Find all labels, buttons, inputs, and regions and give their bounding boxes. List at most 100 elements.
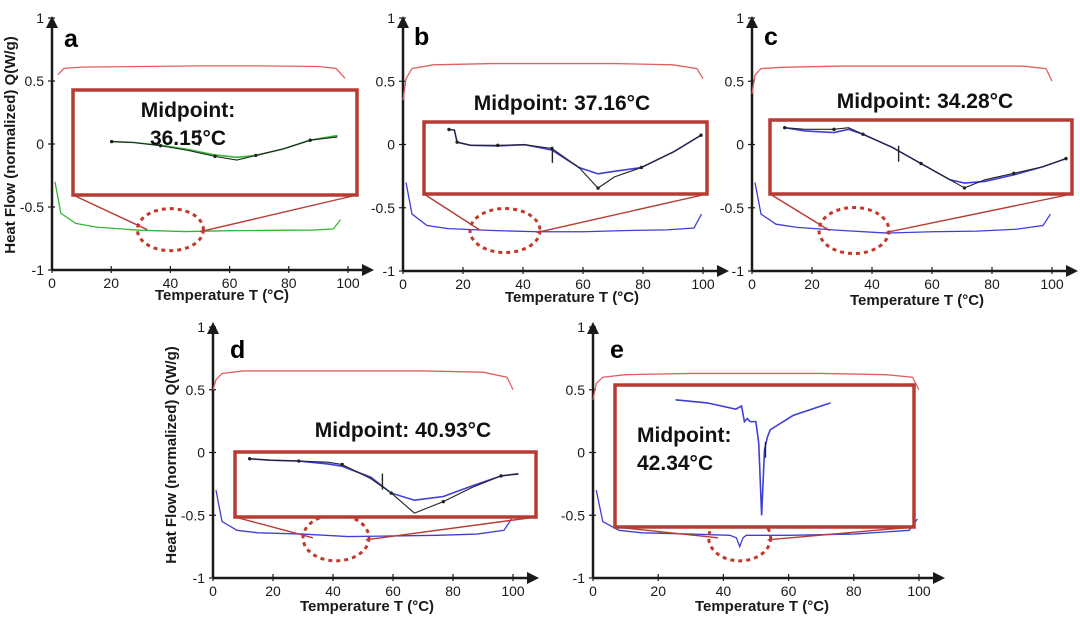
y-axis-arrow — [746, 16, 758, 28]
x-axis-label: Temperature T (°C) — [300, 598, 434, 615]
cooling-trace-line — [592, 372, 920, 400]
x-tick-label: 0 — [209, 583, 217, 599]
x-tick-label: 20 — [650, 583, 666, 599]
inset-fit-marker — [499, 474, 503, 478]
inset-fit-marker — [441, 499, 445, 504]
inset-fit-marker — [919, 161, 923, 166]
inset-fit-marker — [247, 457, 252, 461]
x-tick-label: 80 — [281, 275, 297, 291]
midpoint-label: Midpoint: — [637, 424, 731, 447]
zoom-connector-left — [72, 194, 148, 231]
y-axis-label-top: Heat Flow (normalized) Q(W/g) — [2, 36, 19, 254]
x-tick-label: 20 — [103, 275, 119, 291]
y-tick-label: -1 — [193, 570, 206, 586]
transition-circle — [707, 513, 773, 563]
panel-a: 0 20 40 60 80 100 -1 -0.5 0 0.5 1 a Temperature T (°… — [20, 10, 374, 304]
transition-circle — [817, 206, 891, 256]
inset-fit-marker — [832, 127, 836, 132]
y-axis-arrow — [397, 16, 409, 28]
panel-label: c — [764, 23, 778, 51]
inset-fit-marker — [254, 153, 258, 158]
y-tick-label: 0 — [577, 445, 585, 461]
panel-label: b — [414, 23, 429, 51]
y-tick-label: -1 — [573, 570, 586, 586]
x-tick-label: 40 — [864, 276, 880, 292]
x-tick-label: 40 — [716, 583, 732, 599]
panel-label: e — [610, 336, 624, 364]
midpoint-value: 42.34°C — [637, 452, 713, 475]
y-tick-label: -0.5 — [181, 507, 205, 523]
inset-fit-marker — [783, 125, 787, 130]
zoom-connector-right — [536, 193, 708, 234]
x-tick-label: 80 — [445, 583, 461, 599]
y-axis-arrow — [46, 16, 58, 28]
y-tick-label: 1 — [387, 10, 395, 26]
x-tick-label: 40 — [325, 583, 341, 599]
y-tick-label: 1 — [577, 319, 585, 335]
zoom-connector-right — [365, 516, 537, 541]
y-tick-label: 0 — [197, 445, 205, 461]
cooling-trace-line — [57, 65, 346, 79]
panel-c: 0 20 40 60 80 100 -1 -0.5 0 0.5 1 c Temperature T (°… — [720, 10, 1078, 309]
y-tick-label: -1 — [732, 263, 745, 279]
y-tick-label: 0 — [736, 137, 744, 153]
cooling-trace-line — [751, 65, 1053, 95]
midpoint-value: 36.15°C — [150, 127, 226, 150]
panel-label: a — [64, 25, 79, 53]
x-tick-label: 0 — [589, 583, 597, 599]
zoom-connector-right — [199, 194, 358, 233]
x-tick-label: 0 — [748, 276, 756, 292]
zoom-connector-left — [614, 526, 719, 539]
inset-fit-line — [249, 458, 519, 514]
x-axis-arrow — [527, 572, 539, 584]
midpoint-label: Midpoint: — [141, 99, 235, 122]
heating-trace-line — [54, 181, 342, 233]
x-tick-label: 20 — [455, 276, 471, 292]
x-axis-arrow — [1066, 265, 1078, 277]
inset-fit-marker — [213, 154, 217, 159]
x-tick-label: 60 — [924, 276, 940, 292]
heating-trace-line — [754, 182, 1052, 234]
x-tick-label: 80 — [846, 583, 862, 599]
x-axis-arrow — [717, 265, 729, 277]
y-axis-arrow — [587, 322, 599, 334]
x-tick-label: 100 — [907, 583, 931, 599]
zoom-inset-box — [233, 450, 538, 519]
x-tick-label: 100 — [691, 276, 715, 292]
y-tick-label: 0.5 — [376, 73, 396, 89]
inset-fit-marker — [596, 186, 600, 190]
y-tick-label: 1 — [197, 319, 205, 335]
x-tick-label: 40 — [515, 276, 531, 292]
midpoint-label: Midpoint: 40.93°C — [315, 419, 491, 442]
y-tick-label: 0.5 — [566, 382, 586, 398]
inset-fit-marker — [340, 462, 344, 467]
zoom-connector-right — [767, 526, 915, 541]
y-tick-label: -0.5 — [20, 199, 44, 215]
x-axis-label: Temperature T (°C) — [695, 598, 829, 615]
x-axis-arrow — [933, 572, 945, 584]
panel-b: 0 20 40 60 80 100 -1 -0.5 0 0.5 1 b Temperature T (°… — [371, 10, 729, 306]
x-tick-label: 80 — [635, 276, 651, 292]
y-tick-label: 0.5 — [25, 73, 45, 89]
inset-fit-marker — [699, 133, 703, 137]
inset-fit-marker — [308, 138, 312, 142]
panel-d: 0 20 40 60 80 100 -1 -0.5 0 0.5 1 d Temperature T (°… — [181, 319, 539, 615]
x-tick-label: 0 — [399, 276, 407, 292]
transition-circle — [468, 207, 542, 255]
inset-fit-marker — [962, 186, 967, 190]
y-tick-label: -0.5 — [720, 200, 744, 216]
y-tick-label: -1 — [383, 263, 396, 279]
inset-fit-marker — [447, 127, 451, 132]
x-axis-arrow — [362, 264, 374, 276]
inset-trace-line — [675, 398, 831, 516]
x-tick-label: 40 — [163, 275, 179, 291]
x-tick-label: 60 — [781, 583, 797, 599]
x-tick-label: 60 — [385, 583, 401, 599]
y-tick-label: -1 — [32, 262, 45, 278]
x-tick-label: 60 — [222, 275, 238, 291]
x-tick-label: 80 — [984, 276, 1000, 292]
x-tick-label: 100 — [501, 583, 525, 599]
inset-fit-marker — [639, 165, 644, 170]
cooling-trace-line — [212, 370, 514, 391]
zoom-connector-left — [769, 193, 830, 232]
